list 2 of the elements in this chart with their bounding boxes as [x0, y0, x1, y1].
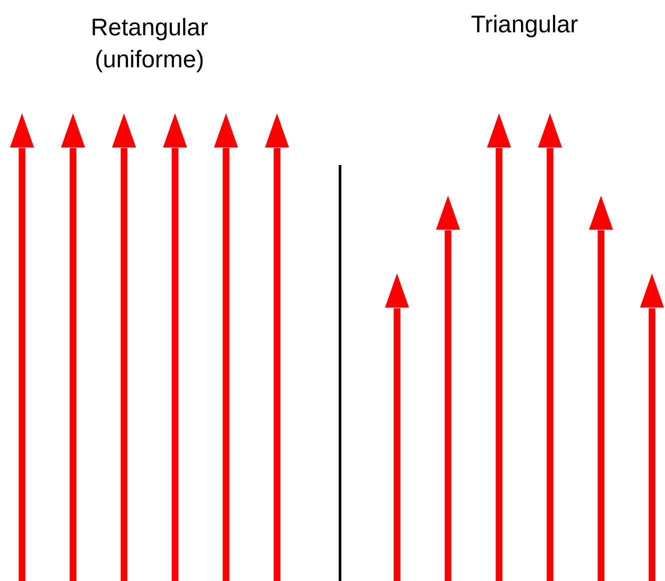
chart-title: Triangular	[471, 14, 578, 38]
chart-title: Retangular (uniforme)	[92, 18, 208, 72]
